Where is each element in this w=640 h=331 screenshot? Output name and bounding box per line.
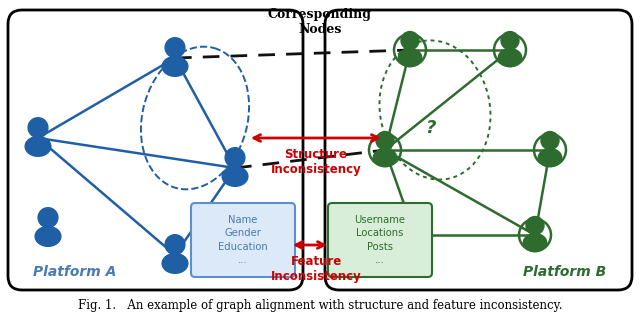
Circle shape: [526, 216, 544, 235]
Circle shape: [225, 148, 245, 167]
Text: Platform B: Platform B: [524, 265, 607, 279]
Ellipse shape: [499, 49, 522, 67]
Text: ?: ?: [425, 119, 435, 137]
Ellipse shape: [162, 254, 188, 273]
Ellipse shape: [162, 57, 188, 76]
Ellipse shape: [524, 234, 547, 252]
Text: Username
Locations
Posts
...: Username Locations Posts ...: [355, 215, 406, 265]
Ellipse shape: [35, 226, 61, 246]
Circle shape: [401, 31, 419, 50]
Ellipse shape: [403, 234, 427, 252]
Ellipse shape: [373, 149, 397, 166]
Text: Platform A: Platform A: [33, 265, 116, 279]
Circle shape: [165, 235, 185, 255]
Ellipse shape: [538, 149, 562, 166]
Circle shape: [38, 208, 58, 227]
Ellipse shape: [222, 166, 248, 186]
Circle shape: [541, 131, 559, 150]
FancyBboxPatch shape: [191, 203, 295, 277]
Text: Feature
Inconsistency: Feature Inconsistency: [271, 255, 362, 283]
Circle shape: [501, 31, 519, 50]
Text: Corresponding
Nodes: Corresponding Nodes: [268, 8, 372, 36]
Ellipse shape: [398, 49, 422, 67]
Text: Fig. 1.   An example of graph alignment with structure and feature inconsistency: Fig. 1. An example of graph alignment wi…: [77, 299, 563, 311]
Circle shape: [28, 118, 48, 137]
Circle shape: [406, 216, 424, 235]
Text: Structure
Inconsistency: Structure Inconsistency: [271, 148, 362, 176]
FancyBboxPatch shape: [328, 203, 432, 277]
Text: Name
Gender
Education
...: Name Gender Education ...: [218, 215, 268, 265]
Ellipse shape: [25, 136, 51, 156]
Circle shape: [165, 38, 185, 58]
Circle shape: [376, 131, 394, 150]
